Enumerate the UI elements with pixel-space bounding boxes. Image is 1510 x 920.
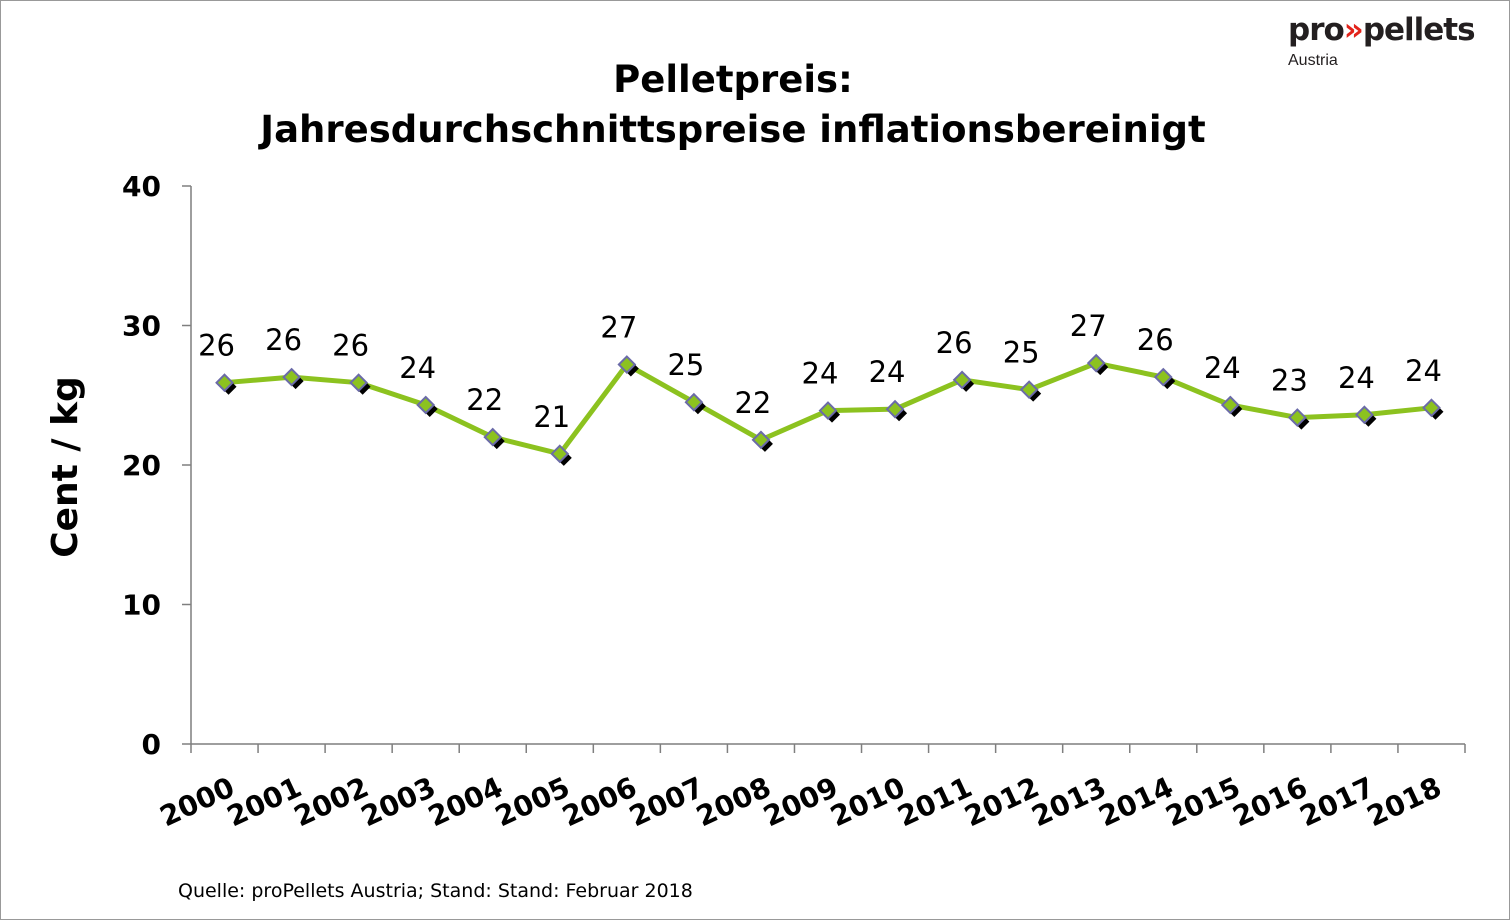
data-point-marker xyxy=(416,395,436,415)
data-point-marker xyxy=(1355,405,1374,425)
source-footer: Quelle: proPellets Austria; Stand: Stand… xyxy=(178,880,693,902)
logo-text-pellets: pellets xyxy=(1362,12,1476,48)
data-label: 24 xyxy=(1338,361,1375,395)
logo-text-pro: pro xyxy=(1288,12,1345,48)
data-label: 26 xyxy=(332,329,369,363)
data-label: 24 xyxy=(1204,351,1241,385)
data-point-marker xyxy=(282,367,301,387)
data-label: 24 xyxy=(1405,354,1442,388)
data-label: 21 xyxy=(533,400,570,434)
chart-title-line1: Pelletpreis: xyxy=(613,58,853,101)
data-label: 23 xyxy=(1271,364,1308,398)
data-label: 26 xyxy=(265,323,302,357)
data-label: 24 xyxy=(399,351,436,385)
y-axis-label: Cent / kg xyxy=(45,376,86,558)
data-point-marker xyxy=(1153,367,1173,387)
data-point-marker xyxy=(684,392,704,412)
data-label: 27 xyxy=(1070,309,1107,343)
y-tick-label: 0 xyxy=(142,728,161,761)
data-point-marker xyxy=(349,373,369,393)
data-label: 24 xyxy=(802,357,839,391)
data-point-marker xyxy=(1422,398,1441,418)
y-tick-label: 40 xyxy=(122,170,161,203)
logo-arrows: » xyxy=(1343,12,1364,48)
propellets-logo: pro»pellets Austria xyxy=(1288,12,1476,70)
data-point-marker xyxy=(952,370,972,390)
data-point-marker xyxy=(1019,380,1039,400)
data-label: 27 xyxy=(600,311,637,345)
data-label: 24 xyxy=(869,355,906,389)
data-point-marker xyxy=(215,373,234,393)
data-point-marker xyxy=(1086,353,1106,373)
data-label: 22 xyxy=(466,383,503,417)
data-label: 25 xyxy=(1003,336,1040,370)
data-label: 25 xyxy=(667,348,704,382)
y-tick-label: 10 xyxy=(122,589,161,622)
data-point-marker xyxy=(1220,395,1240,415)
data-label: 26 xyxy=(936,326,973,360)
chart-title-line2: Jahresdurchschnittspreise inflationsbere… xyxy=(260,108,1206,151)
data-point-marker xyxy=(550,444,570,464)
data-label: 22 xyxy=(734,386,771,420)
data-point-marker xyxy=(818,401,838,421)
data-point-marker xyxy=(617,355,637,374)
y-tick-label: 20 xyxy=(122,449,161,482)
data-point-marker xyxy=(483,427,503,447)
y-tick-label: 30 xyxy=(122,310,161,343)
logo-subtitle: Austria xyxy=(1288,52,1338,69)
data-point-marker xyxy=(751,430,771,450)
data-point-marker xyxy=(885,399,905,419)
x-tick-label: 2018 xyxy=(1362,770,1447,833)
data-label: 26 xyxy=(198,329,235,363)
data-point-marker xyxy=(1287,408,1307,427)
data-label: 26 xyxy=(1137,323,1174,357)
